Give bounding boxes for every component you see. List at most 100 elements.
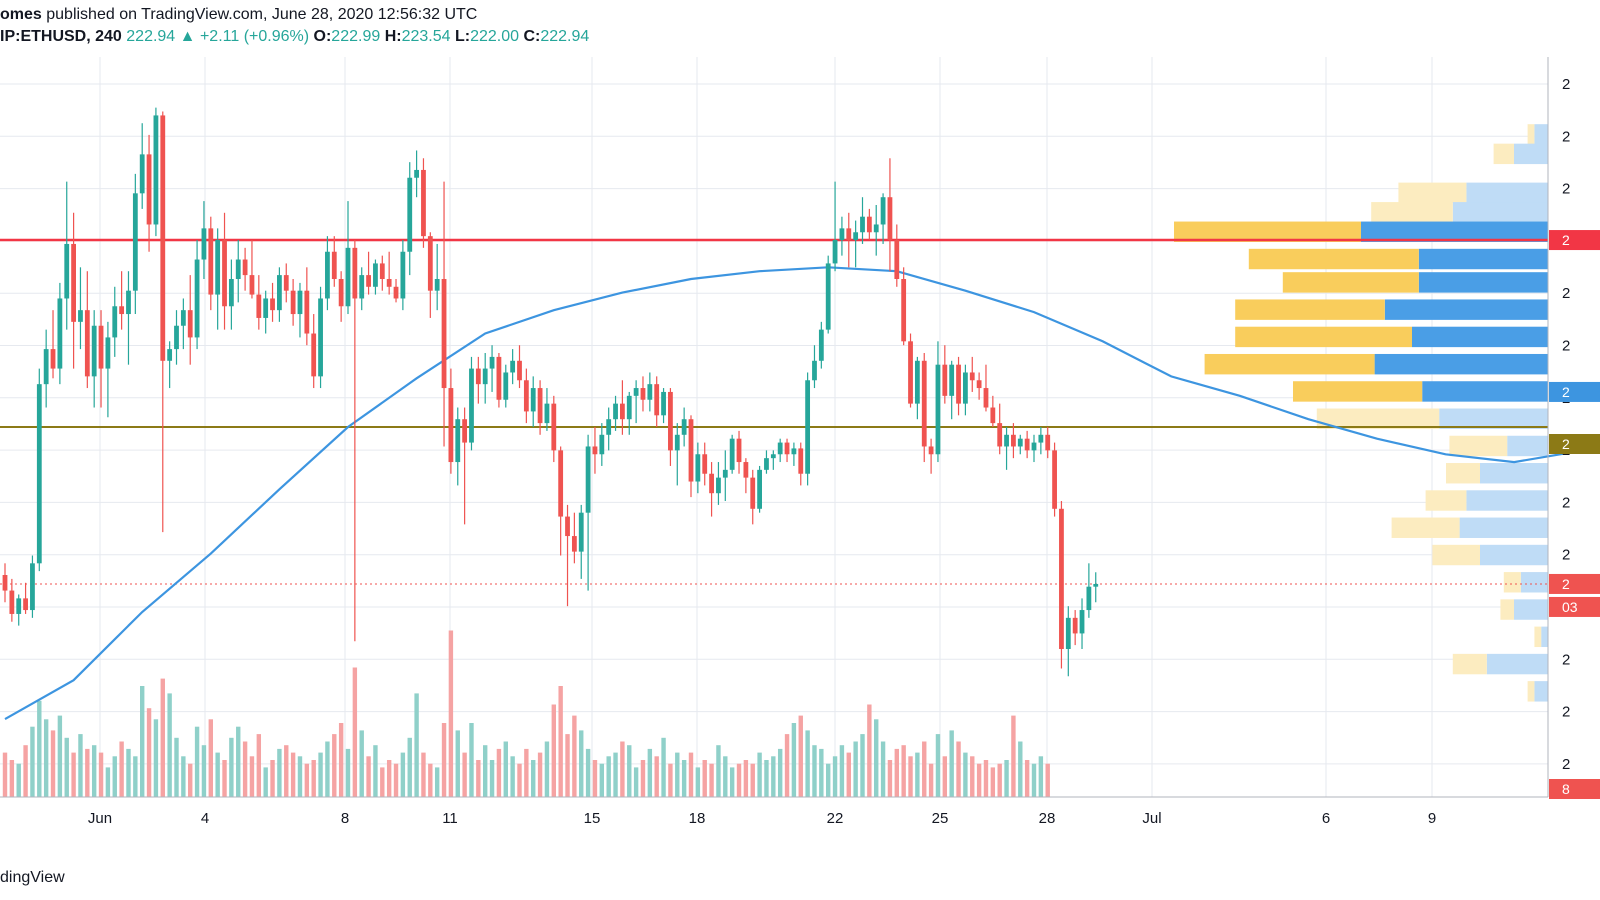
- volume-bar: [311, 760, 316, 797]
- volume-bar: [1018, 741, 1023, 797]
- candle-body: [722, 469, 728, 478]
- candle: [359, 267, 365, 311]
- time-axis: Jun 4 8 11 15 18 22 25 28 Jul 6 9: [0, 796, 1548, 827]
- volume-profile-down-bar: [1374, 353, 1548, 375]
- candle: [414, 150, 419, 198]
- candle-body: [153, 115, 159, 225]
- volume-bar: [167, 693, 172, 797]
- volume-profile-up-bar: [1527, 124, 1535, 145]
- candle-body: [215, 240, 221, 295]
- candle: [482, 353, 488, 404]
- volume-bar: [71, 752, 76, 797]
- published-info: published on TradingView.com, June 28, 2…: [41, 6, 478, 23]
- candle: [64, 181, 70, 330]
- volume-bar: [153, 719, 159, 797]
- volume-bar: [983, 760, 989, 797]
- volume-bar: [627, 745, 632, 797]
- candle: [263, 290, 269, 334]
- candle-body: [1072, 617, 1078, 634]
- candle: [16, 594, 22, 626]
- candle: [1086, 563, 1092, 618]
- candle-body: [510, 360, 516, 373]
- resistance-price-label-bg: [1549, 230, 1600, 251]
- candle: [160, 111, 166, 533]
- candle: [393, 279, 399, 303]
- volume-bar: [860, 734, 865, 797]
- candle: [1052, 442, 1057, 517]
- candle: [119, 271, 125, 330]
- candle: [853, 220, 859, 268]
- candle-body: [290, 290, 296, 315]
- candle: [386, 251, 392, 295]
- volume-profile-up-bar: [1425, 490, 1467, 511]
- volume-bar: [887, 760, 893, 797]
- candle: [551, 395, 557, 463]
- volume-bar: [263, 767, 268, 797]
- candle: [873, 205, 879, 256]
- volume-bar: [400, 752, 406, 797]
- candle: [43, 329, 49, 408]
- candle-body: [613, 403, 618, 420]
- volume-profile-up-bar: [1446, 463, 1480, 484]
- volume-profile-down-bar: [1480, 463, 1548, 484]
- volume-bar: [633, 767, 639, 797]
- volume-bar: [359, 730, 364, 797]
- candle: [901, 267, 907, 346]
- high-label: H:: [384, 28, 402, 45]
- volume-bar: [201, 745, 207, 797]
- volume-bar: [771, 756, 776, 797]
- candle-body: [475, 368, 481, 385]
- volume-bar: [853, 741, 858, 797]
- volume-bar: [531, 760, 536, 797]
- candle-body: [688, 419, 694, 482]
- candle-body: [537, 388, 543, 424]
- candle-body: [935, 364, 941, 455]
- volume-bar: [215, 752, 220, 797]
- candle: [736, 430, 742, 474]
- volume-profile-down-bar: [1418, 248, 1548, 270]
- candle: [153, 107, 159, 237]
- candle-body: [956, 364, 961, 404]
- volume-bar: [784, 734, 790, 797]
- volume-bar: [448, 630, 454, 797]
- candle-body: [167, 349, 173, 361]
- volume-bar: [469, 723, 474, 797]
- candle: [448, 368, 454, 474]
- candle-body: [427, 236, 433, 291]
- volume-bar: [105, 767, 111, 797]
- candle: [270, 282, 275, 322]
- volume-bar: [208, 719, 213, 797]
- volume-bar: [85, 748, 90, 797]
- candle: [942, 345, 948, 404]
- candle: [647, 372, 653, 412]
- time-tick-label: 15: [584, 810, 601, 827]
- candle-body: [345, 247, 351, 307]
- time-tick-label: 8: [341, 810, 349, 827]
- candle: [489, 345, 495, 392]
- candle-body: [379, 263, 385, 279]
- candle: [914, 356, 920, 420]
- candle-body: [668, 391, 673, 451]
- candle: [860, 197, 865, 244]
- author-name[interactable]: omes: [0, 6, 42, 23]
- volume-bar: [647, 748, 653, 797]
- candle-body: [180, 310, 186, 326]
- candle-body: [798, 448, 804, 474]
- candle: [606, 407, 612, 451]
- close-label: C:: [523, 28, 541, 45]
- tradingview-logo-text[interactable]: dingView: [0, 869, 65, 886]
- candle: [36, 368, 42, 572]
- volume-bar: [407, 737, 412, 797]
- volume-bar: [9, 760, 15, 797]
- candle: [1011, 423, 1016, 459]
- volume-bar: [826, 763, 831, 797]
- last-price-label-bg: [1549, 573, 1600, 594]
- candle-body: [908, 341, 913, 404]
- volume-bar: [352, 667, 358, 797]
- candle: [654, 376, 660, 427]
- time-tick-label: 22: [827, 810, 844, 827]
- volume-bar: [867, 704, 872, 797]
- candle-body: [16, 598, 22, 614]
- candle: [716, 462, 721, 505]
